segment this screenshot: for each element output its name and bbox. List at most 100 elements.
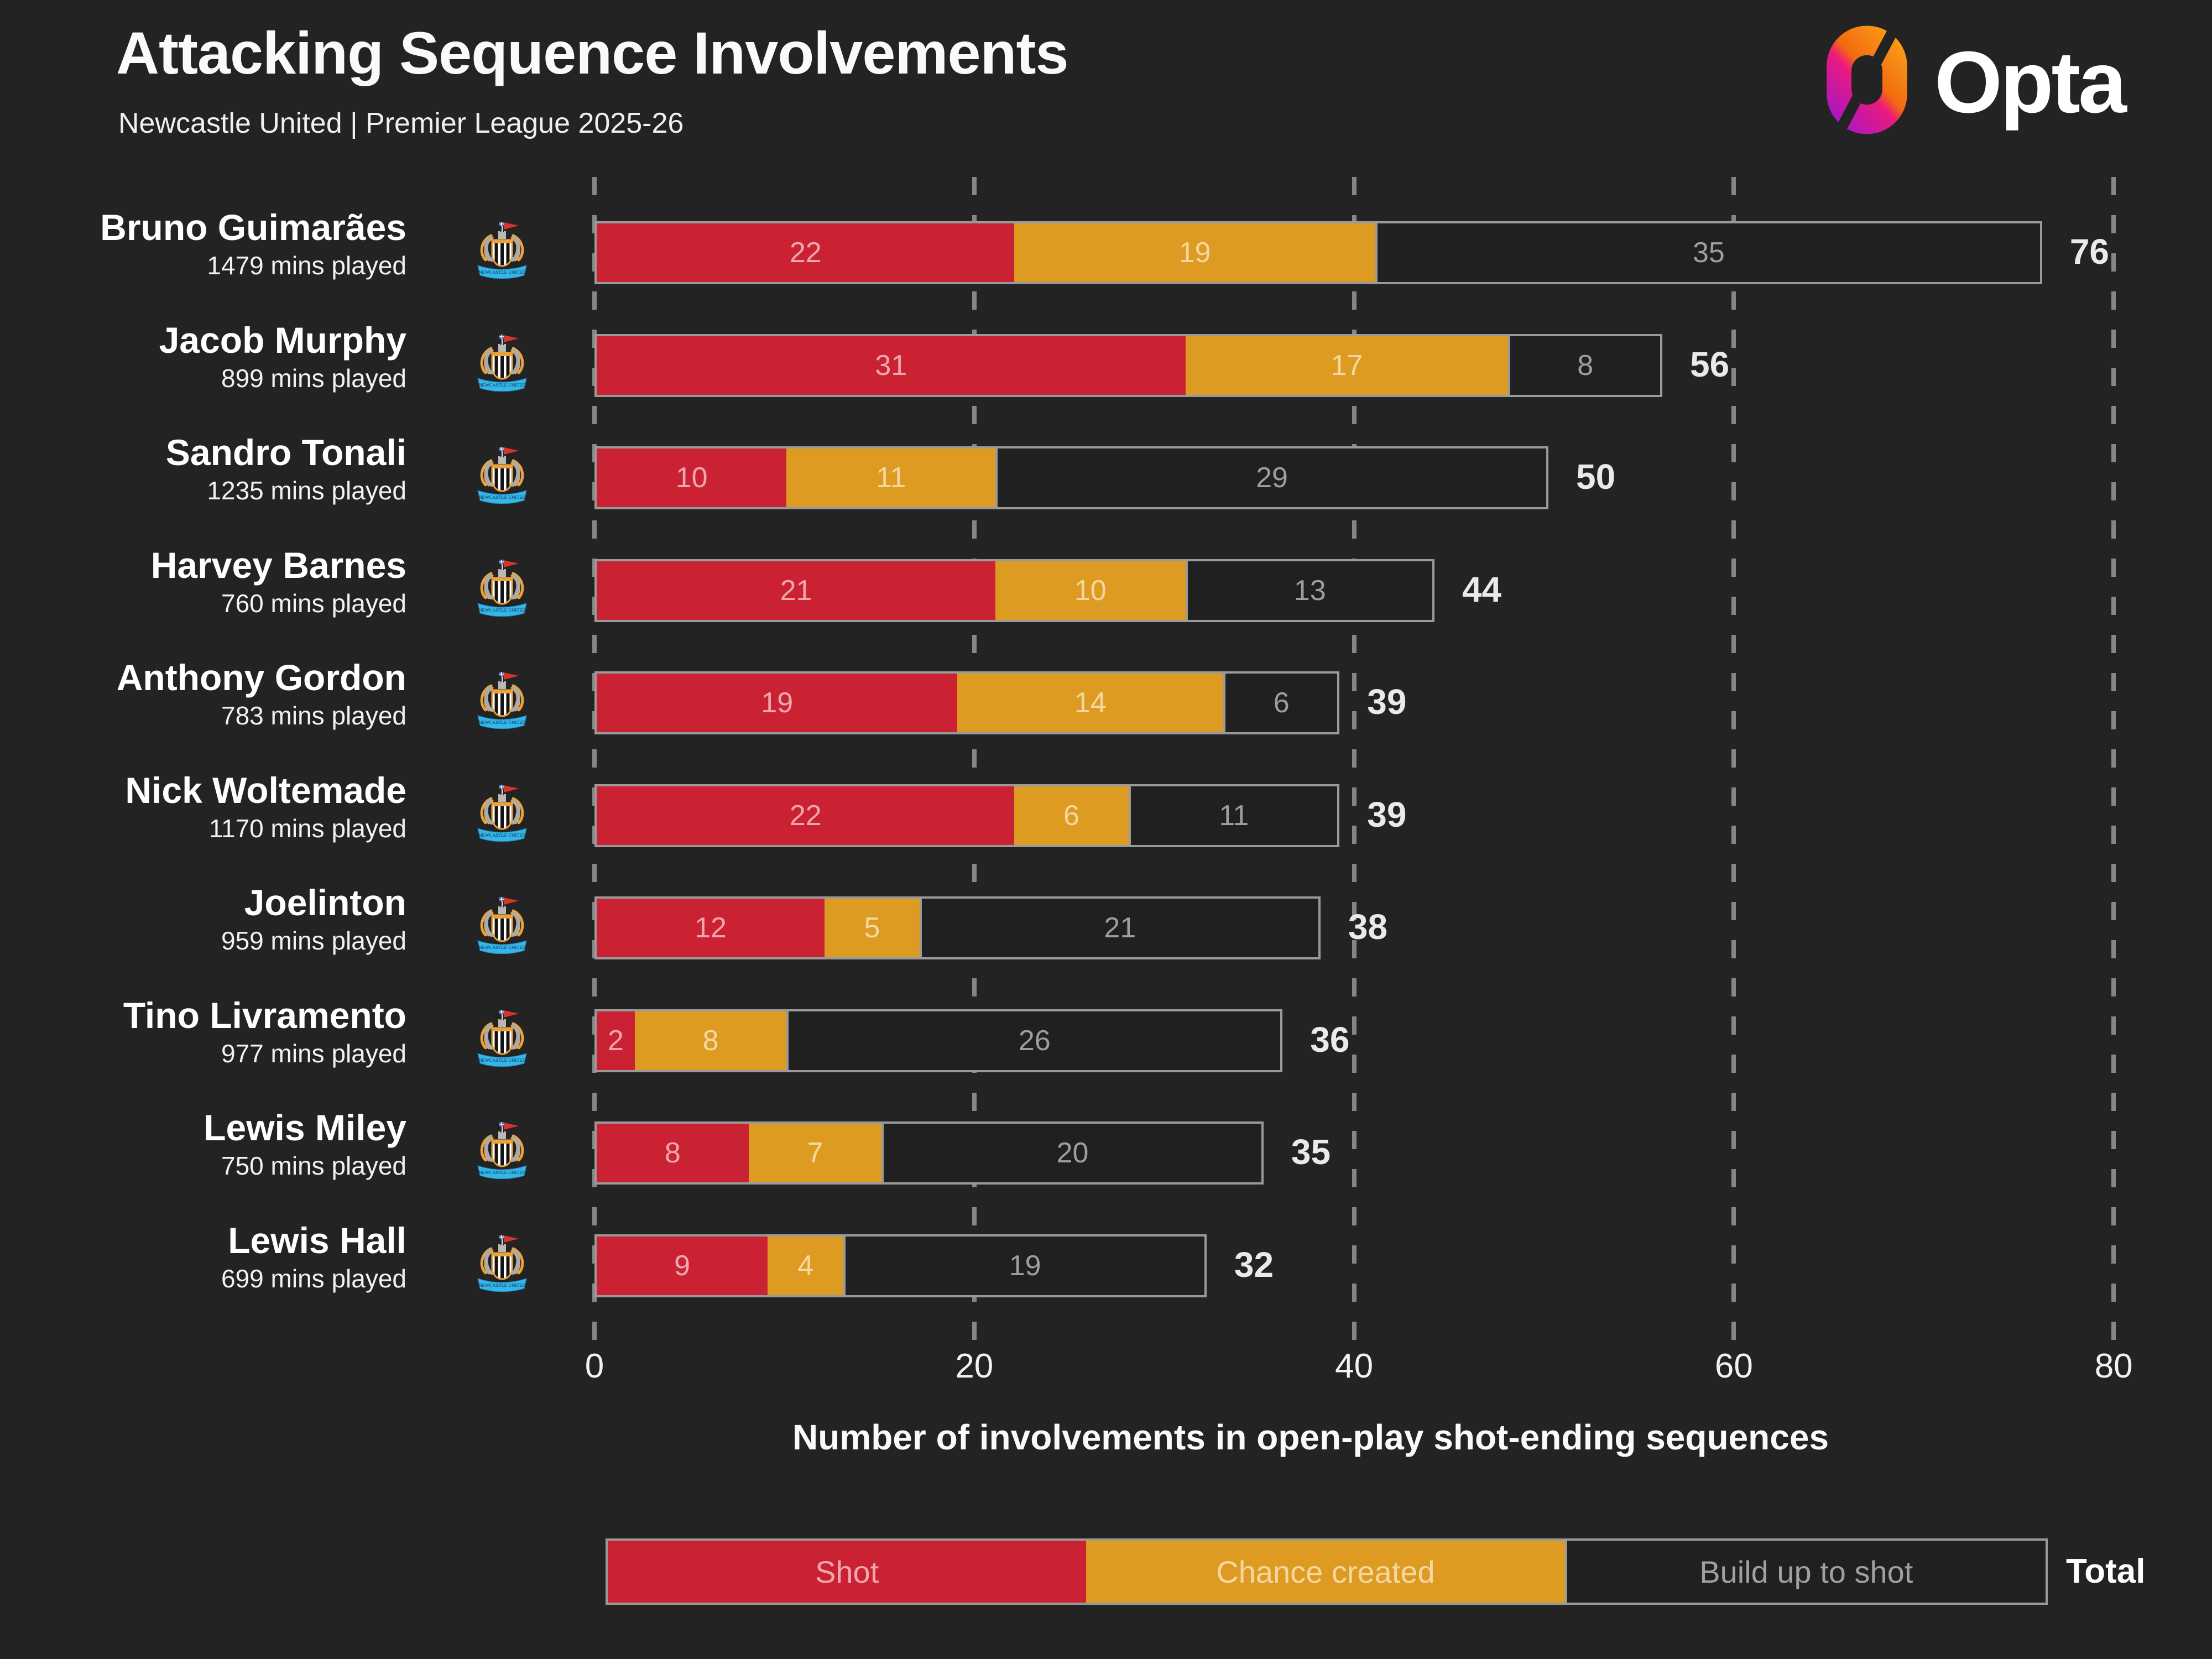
player-minutes: 750 mins played bbox=[221, 1151, 406, 1180]
player-minutes: 899 mins played bbox=[221, 363, 406, 393]
player-name: Bruno Guimarães bbox=[100, 207, 406, 248]
shot-value: 10 bbox=[675, 462, 708, 494]
total-value: 35 bbox=[1291, 1132, 1331, 1172]
total-value: 44 bbox=[1462, 569, 1502, 609]
newcastle-crest-icon: NEWCASTLE UNITED bbox=[477, 222, 527, 279]
stacked-bar: 22 6 11 bbox=[594, 784, 1340, 847]
chance-created-value: 11 bbox=[876, 462, 906, 494]
svg-text:NEWCASTLE UNITED: NEWCASTLE UNITED bbox=[478, 494, 525, 500]
svg-text:NEWCASTLE UNITED: NEWCASTLE UNITED bbox=[478, 832, 525, 838]
build-up-value: 13 bbox=[1293, 574, 1326, 607]
legend-item-build-up-to-shot: Build up to shot bbox=[1564, 1541, 2046, 1603]
chance-created-segment: 5 bbox=[825, 899, 920, 957]
legend: Shot Chance created Build up to shot bbox=[606, 1538, 2048, 1605]
shot-value: 2 bbox=[607, 1024, 624, 1057]
player-label: Joelinton 959 mins played bbox=[221, 882, 406, 957]
player-name: Sandro Tonali bbox=[165, 432, 406, 473]
svg-text:NEWCASTLE UNITED: NEWCASTLE UNITED bbox=[478, 269, 525, 275]
page-title: Attacking Sequence Involvements bbox=[116, 19, 1069, 86]
stacked-bar: 19 14 6 bbox=[594, 671, 1340, 734]
player-name: Nick Woltemade bbox=[125, 769, 406, 811]
newcastle-crest-icon: NEWCASTLE UNITED bbox=[477, 784, 527, 842]
opta-logo: Opta bbox=[1820, 21, 2127, 139]
player-row: Tino Livramento 977 mins played NEWCASTL bbox=[0, 995, 2212, 1072]
chance-created-value: 19 bbox=[1178, 237, 1211, 269]
build-up-value: 35 bbox=[1692, 237, 1725, 269]
player-name: Jacob Murphy bbox=[159, 319, 406, 361]
player-label: Lewis Miley 750 mins played bbox=[204, 1107, 406, 1182]
gridline bbox=[1731, 177, 1736, 1352]
player-row: Sandro Tonali 1235 mins played NEWCASTLE bbox=[0, 432, 2212, 509]
shot-value: 9 bbox=[674, 1249, 690, 1282]
player-label: Harvey Barnes 760 mins played bbox=[151, 545, 406, 620]
chance-created-segment: 6 bbox=[1014, 786, 1129, 845]
total-value: 36 bbox=[1310, 1019, 1350, 1060]
stacked-bar: 8 7 20 bbox=[594, 1121, 1264, 1185]
build-up-segment: 35 bbox=[1375, 223, 2040, 282]
shot-segment: 22 bbox=[597, 786, 1015, 845]
shot-segment: 12 bbox=[597, 899, 825, 957]
player-minutes: 783 mins played bbox=[221, 701, 406, 730]
x-axis-label: Number of involvements in open-play shot… bbox=[792, 1417, 1829, 1457]
total-value: 76 bbox=[2069, 232, 2110, 272]
page-subtitle: Newcastle United | Premier League 2025-2… bbox=[118, 107, 684, 139]
chance-created-value: 8 bbox=[702, 1024, 719, 1057]
shot-segment: 22 bbox=[597, 223, 1015, 282]
chance-created-value: 6 bbox=[1063, 799, 1079, 832]
shot-segment: 2 bbox=[597, 1011, 635, 1070]
build-up-segment: 11 bbox=[1128, 786, 1338, 845]
player-label: Nick Woltemade 1170 mins played bbox=[125, 770, 406, 845]
chance-created-value: 14 bbox=[1074, 687, 1107, 719]
shot-segment: 21 bbox=[597, 561, 996, 620]
player-name: Anthony Gordon bbox=[116, 657, 406, 698]
shot-segment: 9 bbox=[597, 1236, 768, 1295]
shot-value: 12 bbox=[695, 912, 727, 944]
build-up-value: 26 bbox=[1018, 1024, 1051, 1057]
build-up-segment: 6 bbox=[1223, 674, 1338, 732]
legend-label: Chance created bbox=[1216, 1554, 1435, 1589]
player-minutes: 1170 mins played bbox=[208, 813, 406, 843]
player-row: Nick Woltemade 1170 mins played NEWCASTL bbox=[0, 770, 2212, 847]
total-value: 39 bbox=[1367, 794, 1407, 834]
gridline bbox=[972, 177, 977, 1352]
x-tick-label: 0 bbox=[585, 1347, 604, 1385]
x-tick-label: 20 bbox=[955, 1347, 994, 1385]
total-value: 56 bbox=[1690, 344, 1730, 384]
build-up-segment: 26 bbox=[786, 1011, 1281, 1070]
player-label: Tino Livramento 977 mins played bbox=[123, 995, 406, 1070]
shot-value: 8 bbox=[664, 1137, 681, 1169]
legend-item-chance-created: Chance created bbox=[1086, 1541, 1565, 1603]
chance-created-segment: 7 bbox=[748, 1124, 882, 1182]
shot-value: 21 bbox=[780, 574, 812, 607]
shot-value: 19 bbox=[761, 687, 794, 719]
build-up-value: 21 bbox=[1104, 912, 1136, 944]
player-row: Jacob Murphy 899 mins played NEWCASTLE U bbox=[0, 320, 2212, 397]
svg-text:NEWCASTLE UNITED: NEWCASTLE UNITED bbox=[478, 1170, 525, 1175]
chance-created-value: 7 bbox=[807, 1137, 823, 1169]
newcastle-crest-icon: NEWCASTLE UNITED bbox=[477, 447, 527, 504]
build-up-value: 11 bbox=[1219, 799, 1249, 832]
gridline bbox=[1352, 177, 1357, 1352]
player-minutes: 1479 mins played bbox=[207, 251, 406, 280]
svg-text:NEWCASTLE UNITED: NEWCASTLE UNITED bbox=[478, 945, 525, 950]
svg-text:NEWCASTLE UNITED: NEWCASTLE UNITED bbox=[478, 719, 525, 725]
player-name: Joelinton bbox=[244, 882, 406, 923]
stacked-bar: 9 4 19 bbox=[594, 1234, 1207, 1297]
player-minutes: 977 mins played bbox=[221, 1039, 406, 1068]
shot-segment: 31 bbox=[597, 336, 1186, 395]
build-up-value: 20 bbox=[1056, 1137, 1089, 1169]
build-up-segment: 21 bbox=[919, 899, 1318, 957]
build-up-value: 19 bbox=[1009, 1249, 1041, 1282]
shot-value: 22 bbox=[789, 799, 822, 832]
legend-label: Build up to shot bbox=[1699, 1554, 1913, 1589]
gridline bbox=[592, 177, 597, 1352]
player-minutes: 959 mins played bbox=[221, 926, 406, 955]
gridline bbox=[2111, 177, 2116, 1352]
player-row: Lewis Hall 699 mins played NEWCASTLE UNI bbox=[0, 1220, 2212, 1297]
total-value: 32 bbox=[1234, 1244, 1274, 1285]
build-up-segment: 29 bbox=[995, 448, 1546, 507]
shot-segment: 8 bbox=[597, 1124, 749, 1182]
newcastle-crest-icon: NEWCASTLE UNITED bbox=[477, 334, 527, 392]
chance-created-segment: 14 bbox=[957, 674, 1224, 732]
